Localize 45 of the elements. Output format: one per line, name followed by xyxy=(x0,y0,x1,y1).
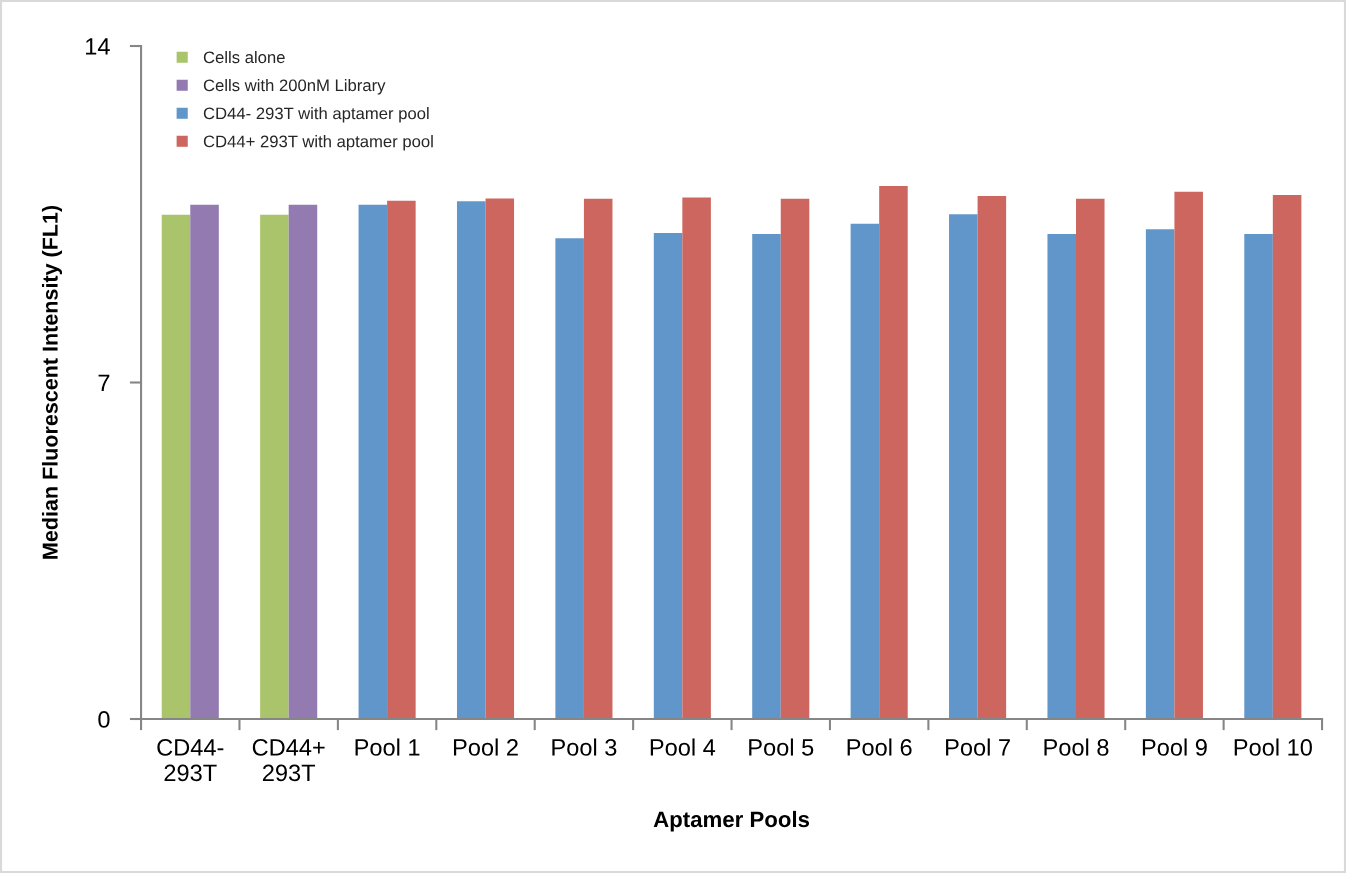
bar xyxy=(949,214,978,719)
bar xyxy=(653,233,683,719)
bar xyxy=(161,214,191,719)
bar xyxy=(456,201,486,719)
bar xyxy=(288,204,318,719)
y-tick-label: 0 xyxy=(98,711,110,728)
bar xyxy=(583,198,613,719)
bar xyxy=(977,195,1007,719)
bar xyxy=(190,204,219,719)
bar xyxy=(485,198,515,719)
x-tick-label: Pool 4 xyxy=(650,738,716,756)
bar xyxy=(1174,191,1203,719)
x-tick-label: Pool 2 xyxy=(453,738,518,756)
y-tick-label: 14 xyxy=(86,38,110,55)
x-tick-label: CD44+ 293T xyxy=(252,739,325,782)
legend-label: CD44- 293T with aptamer pool xyxy=(203,107,429,123)
x-tick-label: Pool 6 xyxy=(847,738,912,756)
bar xyxy=(387,200,416,719)
x-tick-label: Pool 8 xyxy=(1044,738,1109,756)
bar xyxy=(555,238,584,719)
x-tick-label: Pool 10 xyxy=(1234,738,1312,756)
x-tick-label: Pool 1 xyxy=(355,738,420,756)
bar xyxy=(358,204,388,719)
bar xyxy=(1047,233,1076,719)
bar xyxy=(1244,233,1273,719)
x-tick-label: Pool 3 xyxy=(552,738,617,756)
bar xyxy=(1272,195,1302,719)
x-axis-title: Aptamer Pools xyxy=(653,810,810,832)
bar xyxy=(682,197,711,719)
legend-label: Cells alone xyxy=(203,50,285,64)
bar xyxy=(752,233,781,719)
x-tick-label: CD44- 293T xyxy=(157,739,224,782)
bar xyxy=(260,214,289,719)
legend-label: CD44+ 293T with aptamer pool xyxy=(203,135,433,151)
y-tick-label: 7 xyxy=(98,374,110,392)
bar xyxy=(879,185,908,719)
x-tick-label: Pool 5 xyxy=(749,738,814,756)
x-tick-label: Pool 7 xyxy=(946,738,1010,756)
bar xyxy=(850,223,880,719)
x-tick-label: Pool 9 xyxy=(1142,738,1207,756)
bar xyxy=(1076,198,1105,719)
legend-label: Cells with 200nM Library xyxy=(203,78,386,95)
bar xyxy=(780,198,810,719)
y-axis-title: Median Fluorescent Intensity (FL1) xyxy=(41,205,63,559)
bar xyxy=(1145,229,1175,719)
